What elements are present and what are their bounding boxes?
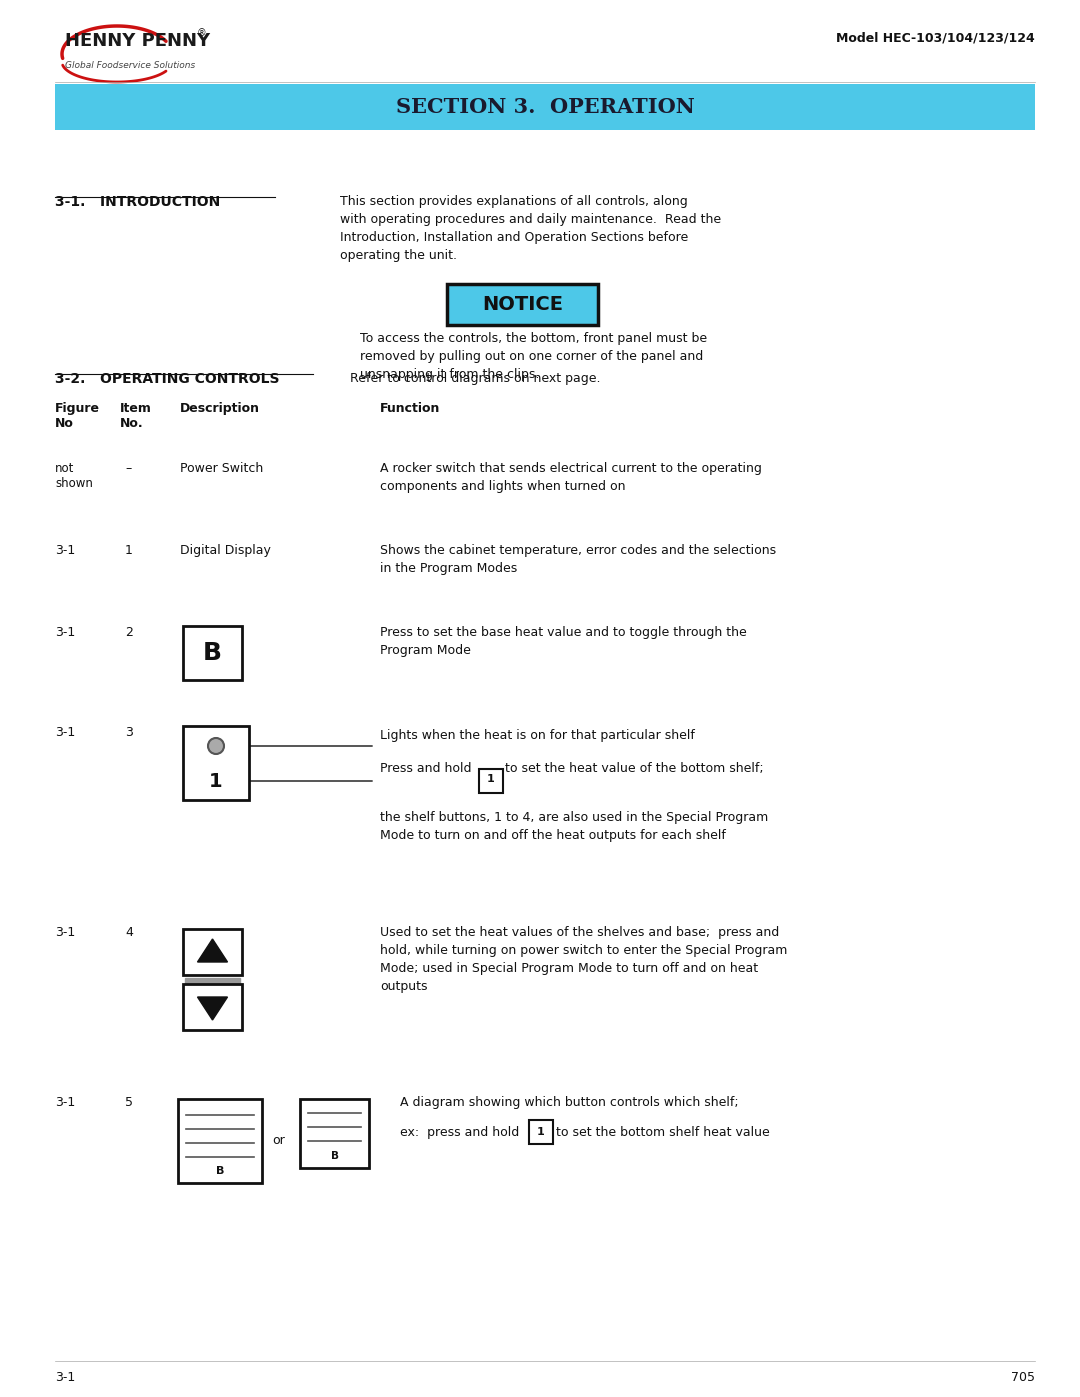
Text: B: B	[330, 1151, 338, 1161]
Text: B: B	[203, 641, 222, 665]
Polygon shape	[198, 939, 228, 963]
Text: To access the controls, the bottom, front panel must be
removed by pulling out o: To access the controls, the bottom, fron…	[360, 332, 707, 381]
Text: Model HEC-103/104/123/124: Model HEC-103/104/123/124	[836, 32, 1035, 45]
Text: 5: 5	[125, 1097, 133, 1109]
Text: 3-1: 3-1	[55, 626, 76, 638]
Text: 3-1.   INTRODUCTION: 3-1. INTRODUCTION	[55, 196, 220, 210]
Text: 3-1: 3-1	[55, 543, 76, 557]
Circle shape	[208, 738, 224, 754]
Text: 3: 3	[125, 726, 133, 739]
Text: 3-1: 3-1	[55, 926, 76, 939]
Text: ex:  press and hold: ex: press and hold	[400, 1126, 523, 1139]
Text: A rocker switch that sends electrical current to the operating
components and li: A rocker switch that sends electrical cu…	[380, 462, 761, 493]
FancyBboxPatch shape	[183, 983, 242, 1030]
FancyBboxPatch shape	[183, 726, 249, 800]
Text: SECTION 3.  OPERATION: SECTION 3. OPERATION	[395, 96, 694, 117]
Text: NOTICE: NOTICE	[482, 295, 563, 314]
Text: 1: 1	[487, 774, 495, 784]
FancyBboxPatch shape	[178, 1099, 262, 1183]
Text: to set the heat value of the bottom shelf;: to set the heat value of the bottom shel…	[505, 761, 764, 775]
Text: 3-1: 3-1	[55, 726, 76, 739]
FancyBboxPatch shape	[55, 84, 1035, 130]
Text: 2: 2	[125, 626, 133, 638]
Text: 705: 705	[1011, 1370, 1035, 1384]
Text: ®: ®	[197, 28, 206, 38]
Text: A diagram showing which button controls which shelf;: A diagram showing which button controls …	[400, 1097, 739, 1109]
Text: Digital Display: Digital Display	[180, 543, 271, 557]
Text: 3-2.   OPERATING CONTROLS: 3-2. OPERATING CONTROLS	[55, 372, 280, 386]
FancyBboxPatch shape	[447, 284, 598, 326]
Text: not
shown: not shown	[55, 462, 93, 490]
Bar	[185, 978, 240, 986]
FancyBboxPatch shape	[300, 1099, 369, 1168]
FancyBboxPatch shape	[183, 626, 242, 680]
Text: Item
No.: Item No.	[120, 402, 152, 430]
Text: 1: 1	[210, 771, 222, 791]
Text: 1: 1	[125, 543, 133, 557]
Text: This section provides explanations of all controls, along
with operating procedu: This section provides explanations of al…	[340, 196, 721, 263]
Text: Function: Function	[380, 402, 441, 415]
Text: or: or	[272, 1134, 285, 1147]
Text: Press and hold: Press and hold	[380, 761, 475, 775]
Text: –: –	[125, 462, 132, 475]
Text: Press to set the base heat value and to toggle through the
Program Mode: Press to set the base heat value and to …	[380, 626, 746, 657]
Text: Shows the cabinet temperature, error codes and the selections
in the Program Mod: Shows the cabinet temperature, error cod…	[380, 543, 777, 576]
Polygon shape	[198, 997, 228, 1020]
Text: the shelf buttons, 1 to 4, are also used in the Special Program
Mode to turn on : the shelf buttons, 1 to 4, are also used…	[380, 812, 768, 842]
Text: Refer to control diagrams on next page.: Refer to control diagrams on next page.	[350, 372, 600, 386]
Text: Figure
No: Figure No	[55, 402, 100, 430]
Text: 4: 4	[125, 926, 133, 939]
Text: Global Foodservice Solutions: Global Foodservice Solutions	[65, 61, 195, 70]
Text: Lights when the heat is on for that particular shelf: Lights when the heat is on for that part…	[380, 729, 694, 742]
Text: 3-1: 3-1	[55, 1370, 76, 1384]
FancyBboxPatch shape	[183, 929, 242, 975]
Text: to set the bottom shelf heat value: to set the bottom shelf heat value	[556, 1126, 770, 1139]
Text: Used to set the heat values of the shelves and base;  press and
hold, while turn: Used to set the heat values of the shelv…	[380, 926, 787, 993]
Text: 1: 1	[537, 1127, 545, 1137]
FancyBboxPatch shape	[529, 1120, 553, 1144]
Text: Power Switch: Power Switch	[180, 462, 264, 475]
Text: 3-1: 3-1	[55, 1097, 76, 1109]
FancyBboxPatch shape	[480, 768, 503, 793]
Text: Description: Description	[180, 402, 260, 415]
Text: HENNY PENNY: HENNY PENNY	[65, 32, 211, 50]
Text: B: B	[216, 1166, 225, 1176]
